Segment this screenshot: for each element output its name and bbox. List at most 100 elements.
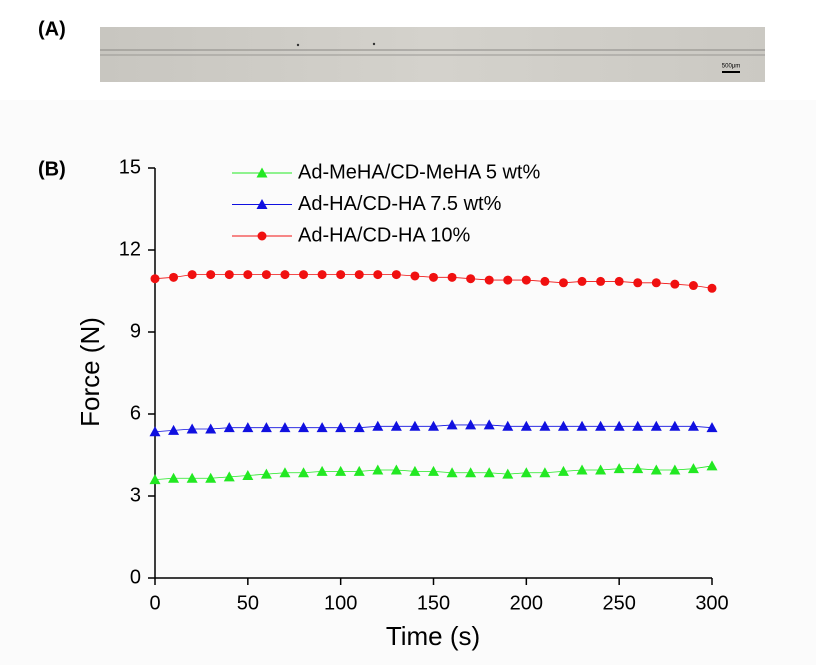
data-point xyxy=(502,468,514,479)
data-point xyxy=(577,276,587,286)
data-point xyxy=(354,270,364,280)
y-tick-label: 9 xyxy=(130,320,141,342)
data-point xyxy=(650,464,662,475)
data-point xyxy=(409,465,421,476)
x-axis-title: Time (s) xyxy=(386,621,480,651)
data-point xyxy=(372,464,384,475)
data-point xyxy=(150,274,160,284)
data-point xyxy=(242,422,254,433)
scale-bar-label: 500μm xyxy=(722,64,740,70)
data-point xyxy=(223,422,235,433)
speck xyxy=(372,42,376,46)
y-tick-label: 12 xyxy=(119,238,141,260)
data-point xyxy=(280,270,290,280)
data-point xyxy=(483,467,495,478)
data-point xyxy=(466,274,476,284)
legend-marker xyxy=(256,167,268,178)
data-point xyxy=(447,272,457,282)
data-point xyxy=(558,278,568,288)
x-tick-label: 0 xyxy=(149,592,160,614)
data-point xyxy=(409,420,421,431)
data-point xyxy=(186,423,198,434)
panel-b-background xyxy=(0,100,816,665)
data-point xyxy=(520,420,532,431)
data-point xyxy=(687,420,699,431)
data-point xyxy=(391,270,401,280)
x-tick-label: 150 xyxy=(417,592,450,614)
x-tick-label: 250 xyxy=(602,592,635,614)
x-tick-label: 200 xyxy=(510,592,543,614)
data-point xyxy=(483,419,495,430)
data-point xyxy=(149,426,161,437)
speck xyxy=(296,43,300,47)
x-tick-label: 300 xyxy=(695,592,728,614)
data-point xyxy=(335,465,347,476)
data-point xyxy=(428,465,439,476)
data-point xyxy=(149,474,161,485)
data-point xyxy=(279,467,291,478)
data-point xyxy=(410,271,420,281)
y-tick-label: 3 xyxy=(130,484,141,506)
data-point xyxy=(650,420,662,431)
y-tick-label: 0 xyxy=(130,566,141,588)
data-point xyxy=(651,278,661,288)
data-point xyxy=(261,270,271,280)
data-point xyxy=(557,420,569,431)
y-tick-label: 6 xyxy=(130,402,141,424)
legend-label: Ad-HA/CD-HA 7.5 wt% xyxy=(298,193,502,215)
data-point xyxy=(390,420,402,431)
data-point xyxy=(223,471,235,482)
data-point xyxy=(595,464,607,475)
data-point xyxy=(614,276,624,286)
data-point xyxy=(243,270,253,280)
data-point xyxy=(521,275,531,285)
data-point xyxy=(613,463,625,474)
data-point xyxy=(373,270,383,280)
data-point xyxy=(316,422,328,433)
data-point xyxy=(633,278,643,288)
data-point xyxy=(336,270,346,280)
data-point xyxy=(707,283,717,293)
data-point xyxy=(632,463,644,474)
data-point xyxy=(446,419,458,430)
data-point xyxy=(465,419,477,430)
data-point xyxy=(372,420,384,431)
data-point xyxy=(260,422,272,433)
data-point xyxy=(299,270,309,280)
data-point xyxy=(687,463,699,474)
data-point xyxy=(503,275,513,285)
data-point xyxy=(168,424,180,435)
data-point xyxy=(298,422,310,433)
data-point xyxy=(557,465,569,476)
data-point xyxy=(446,467,458,478)
data-point xyxy=(186,472,198,483)
data-point xyxy=(224,270,234,280)
data-point xyxy=(206,270,216,280)
data-point xyxy=(595,420,607,431)
data-point xyxy=(205,423,217,434)
data-point xyxy=(502,420,514,431)
data-point xyxy=(688,281,698,291)
data-point xyxy=(613,420,625,431)
data-point xyxy=(539,420,551,431)
data-point xyxy=(539,467,551,478)
legend-marker xyxy=(256,199,268,209)
data-point xyxy=(298,467,310,478)
legend-label: Ad-HA/CD-HA 10% xyxy=(298,224,470,246)
data-point xyxy=(353,422,365,433)
data-point xyxy=(279,422,291,433)
data-point xyxy=(260,468,272,479)
data-point xyxy=(706,460,718,471)
data-point xyxy=(335,422,347,433)
y-tick-label: 15 xyxy=(119,156,141,178)
legend-label: Ad-MeHA/CD-MeHA 5 wt% xyxy=(298,161,540,183)
data-point xyxy=(540,276,550,286)
data-point xyxy=(465,467,477,478)
panel-label: (A) xyxy=(38,18,66,40)
data-point xyxy=(669,420,681,431)
data-point xyxy=(669,464,681,475)
legend-marker xyxy=(257,231,267,241)
data-point xyxy=(576,464,588,475)
data-point xyxy=(428,420,439,431)
